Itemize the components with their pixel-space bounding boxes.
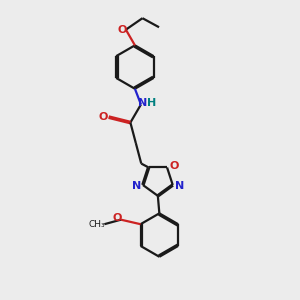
Text: H: H <box>147 98 156 108</box>
Text: O: O <box>112 213 122 223</box>
Text: O: O <box>118 25 127 35</box>
Text: N: N <box>137 98 147 108</box>
Text: N: N <box>132 181 141 190</box>
Text: O: O <box>169 161 178 171</box>
Text: CH₃: CH₃ <box>88 220 105 229</box>
Text: O: O <box>99 112 108 122</box>
Text: N: N <box>175 181 184 190</box>
